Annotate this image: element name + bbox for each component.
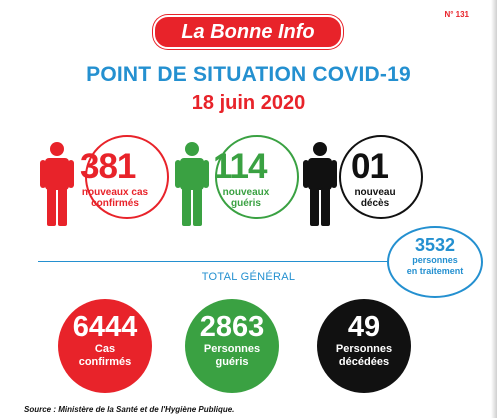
brand-logo: La Bonne Info xyxy=(153,15,343,49)
total-cases-label-line1: Cas xyxy=(94,343,116,355)
daily-recovered-ring xyxy=(215,135,299,219)
total-cases-value: 6444 xyxy=(72,311,138,343)
daily-deaths-label-line1: nouveau xyxy=(354,187,396,198)
daily-recovered-label-line2: guéris xyxy=(230,198,261,209)
daily-deaths-ring xyxy=(339,135,423,219)
page-title: POINT DE SITUATION COVID-19 xyxy=(86,63,411,86)
daily-cases-value: 381 xyxy=(80,147,136,186)
daily-cases-ring xyxy=(85,135,169,219)
daily-recovered-label-line1: nouveaux xyxy=(222,187,270,198)
total-cases-label-line2: confirmés xyxy=(78,356,132,368)
daily-recovered-label: nouveaux guéris xyxy=(211,187,281,209)
daily-recovered-block: 114 nouveaux guéris xyxy=(175,130,305,230)
person-icon xyxy=(40,142,74,226)
total-deaths-label-line2: décédées xyxy=(338,356,390,368)
total-cases-circle: 6444 Cas confirmés xyxy=(58,299,152,393)
daily-deaths-label-line2: décès xyxy=(360,198,390,209)
issue-number: N° 131 xyxy=(444,10,469,19)
daily-cases-block: 381 nouveaux cas confirmés xyxy=(40,130,180,230)
section-divider xyxy=(38,261,387,262)
in-treatment-label-line2: en traitement xyxy=(406,266,464,276)
report-date: 18 juin 2020 xyxy=(191,92,306,114)
totals-heading: TOTAL GÉNÉRAL xyxy=(201,271,296,283)
total-recovered-value: 2863 xyxy=(199,311,265,343)
daily-cases-label-line1: nouveaux cas xyxy=(81,187,149,198)
total-deaths-circle: 49 Personnes décédées xyxy=(317,299,411,393)
total-recovered-label-line1: Personnes xyxy=(203,343,261,355)
total-deaths-label-line1: Personnes xyxy=(335,343,393,355)
in-treatment-label-line1: personnes xyxy=(412,255,458,265)
source-footnote: Source : Ministère de la Santé et de l'H… xyxy=(24,405,235,414)
page-edge-shadow xyxy=(491,0,497,418)
in-treatment-badge: 3532 personnes en traitement xyxy=(387,226,483,298)
daily-recovered-value: 114 xyxy=(213,147,267,186)
daily-cases-label: nouveaux cas confirmés xyxy=(75,187,155,209)
person-icon xyxy=(175,142,209,226)
daily-deaths-value: 01 xyxy=(351,147,389,186)
person-icon xyxy=(303,142,337,226)
total-recovered-circle: 2863 Personnes guéris xyxy=(185,299,279,393)
daily-cases-label-line2: confirmés xyxy=(91,198,139,209)
total-deaths-value: 49 xyxy=(347,311,381,343)
in-treatment-value: 3532 xyxy=(414,235,456,255)
daily-deaths-label: nouveau décès xyxy=(343,187,407,209)
daily-deaths-block: 01 nouveau décès xyxy=(303,130,423,230)
total-recovered-label-line2: guéris xyxy=(215,356,249,368)
